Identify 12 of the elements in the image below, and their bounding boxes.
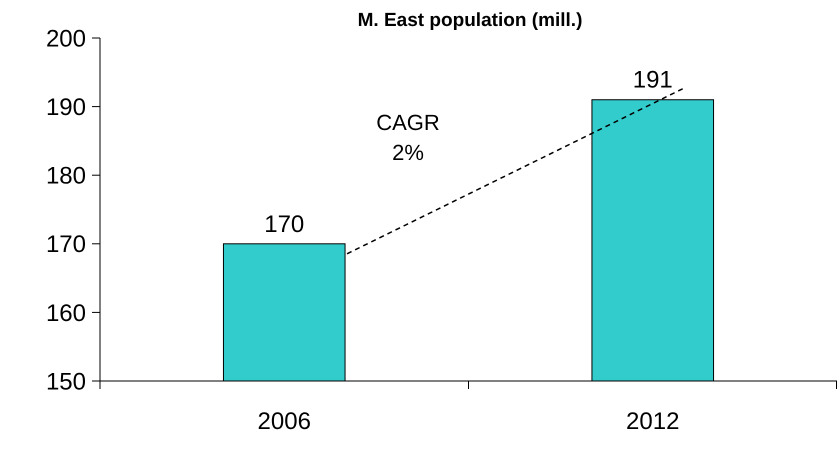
y-tick-label: 190 [46, 94, 86, 121]
annotation: CAGR 2% [376, 110, 440, 165]
y-tick-label: 160 [46, 300, 86, 327]
data-label: 170 [264, 210, 304, 238]
x-tick-label: 2012 [626, 408, 680, 435]
y-tick-label: 200 [46, 25, 86, 52]
y-tick-label: 150 [46, 368, 86, 396]
y-tick-label: 180 [46, 162, 86, 190]
data-label: 191 [632, 66, 673, 94]
chart-title: M. East population (mill.) [358, 10, 582, 31]
y-tick-label: 170 [46, 231, 86, 258]
x-tick-label: 2006 [258, 408, 311, 435]
